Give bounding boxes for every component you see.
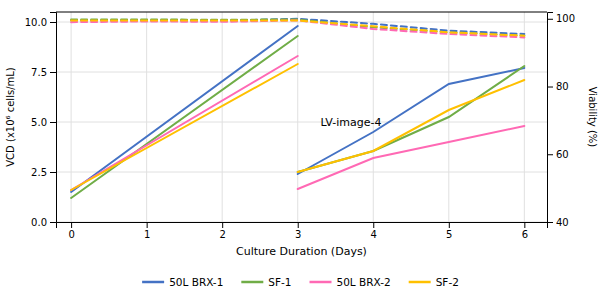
tick: 3 [295, 222, 301, 240]
tick-mark [373, 222, 374, 228]
grid [56, 12, 547, 222]
tick-label: 0 [68, 229, 74, 240]
grid-line [56, 72, 547, 73]
y-axis: 0.0 2.5 5.0 7.5 10.0 [25, 13, 57, 228]
tick-mark [50, 72, 56, 73]
legend-label: 50L BRX-1 [169, 276, 223, 288]
tick-label: 6 [522, 229, 528, 240]
tick-label: 5 [446, 229, 452, 240]
tick-mark [50, 122, 56, 123]
y2-axis: 40 60 80 100 [547, 13, 575, 228]
tick-label: 100 [556, 13, 575, 24]
axis-line [57, 223, 548, 229]
tick-mark [298, 222, 299, 228]
line [71, 64, 524, 190]
line [71, 26, 524, 192]
tick-label: 7.5 [31, 67, 47, 78]
legend-item: SF-2 [409, 276, 459, 288]
axis-line [50, 13, 57, 223]
dashed-line [71, 19, 524, 35]
dashed-line [71, 20, 524, 37]
tick-label: 2.5 [31, 167, 47, 178]
tick-label: 2 [219, 229, 225, 240]
tick-label: 80 [556, 81, 569, 92]
tick-label: 4 [371, 229, 377, 240]
tick: 60 [547, 149, 569, 160]
grid-line [222, 12, 223, 222]
tick: 10.0 [25, 17, 56, 28]
x-axis-title: Culture Duration (Days) [236, 245, 367, 258]
grid-line [297, 12, 298, 222]
tick-label: 5.0 [31, 117, 47, 128]
tick: 2 [219, 222, 225, 240]
legend-swatch [409, 281, 431, 284]
y2-axis-title: Viability (%) [587, 87, 598, 148]
legend: 50L BRX-1 SF-1 50L BRX-2 SF-2 [142, 276, 459, 288]
grid-line [524, 12, 525, 222]
y-axis-title: VCD (x10⁶ cells/mL) [5, 67, 16, 167]
tick-label: 1 [144, 229, 150, 240]
tick-mark [547, 19, 553, 20]
tick-mark [50, 172, 56, 173]
tick: 2.5 [31, 167, 56, 178]
tick: 4 [371, 222, 377, 240]
tick-label: 40 [556, 217, 569, 228]
tick-mark [50, 222, 56, 223]
tick: 6 [522, 222, 528, 240]
frame-top [56, 12, 547, 13]
tick-mark [547, 87, 553, 88]
legend-swatch [142, 281, 164, 284]
tick: 0 [68, 222, 74, 240]
legend-item: SF-1 [241, 276, 291, 288]
plot-area: 0 1 2 3 4 5 6 0.0 2.5 5.0 7.5 10.0 40 60 80 100 [25, 12, 575, 240]
tick: 100 [547, 13, 575, 24]
axis-line [548, 13, 554, 223]
annotation: LV-image-4 [320, 116, 381, 129]
tick: 0.0 [31, 217, 56, 228]
legend-swatch [241, 281, 263, 284]
tick-label: 3 [295, 229, 301, 240]
lines [71, 19, 524, 198]
grid-line [56, 122, 547, 123]
tick-mark [547, 154, 553, 155]
legend-label: SF-1 [268, 276, 291, 288]
legend-swatch [310, 281, 332, 284]
legend-item: 50L BRX-2 [310, 276, 391, 288]
tick-mark [50, 22, 56, 23]
legend-item: 50L BRX-1 [142, 276, 223, 288]
tick-mark [524, 222, 525, 228]
tick-label: 60 [556, 149, 569, 160]
tick: 40 [547, 217, 569, 228]
tick: 1 [144, 222, 150, 240]
tick-mark [147, 222, 148, 228]
tick: 5 [446, 222, 452, 240]
tick-label: 10.0 [25, 17, 47, 28]
legend-label: SF-2 [436, 276, 459, 288]
tick-mark [449, 222, 450, 228]
tick-mark [71, 222, 72, 228]
line [71, 56, 524, 190]
tick: 7.5 [31, 67, 56, 78]
tick-label: 0.0 [31, 217, 47, 228]
tick: 5.0 [31, 117, 56, 128]
dashed-line [71, 20, 524, 35]
tick-mark [547, 222, 553, 223]
line [71, 36, 524, 198]
chart: 0 1 2 3 4 5 6 0.0 2.5 5.0 7.5 10.0 40 60 80 100 Culture … [0, 0, 601, 296]
x-axis: 0 1 2 3 4 5 6 [57, 222, 548, 240]
tick-mark [222, 222, 223, 228]
grid-line [146, 12, 147, 222]
tick: 80 [547, 81, 569, 92]
legend-label: 50L BRX-2 [337, 276, 391, 288]
